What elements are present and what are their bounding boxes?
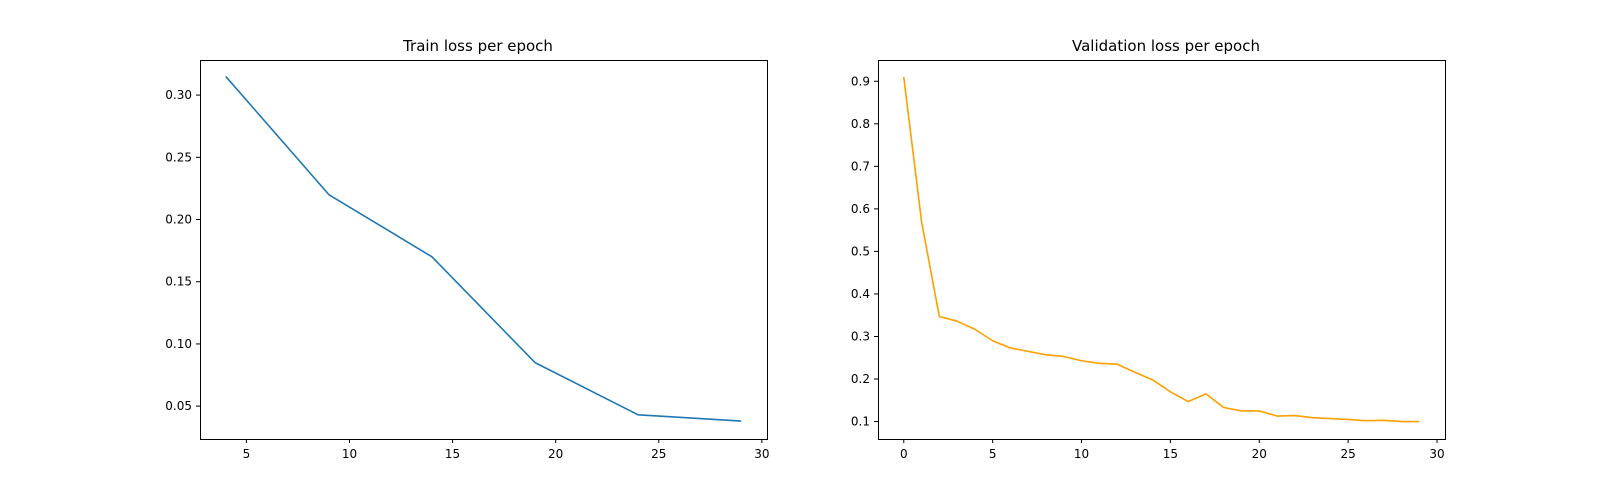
validation-loss-y-tick-label: 0.5 [851, 244, 870, 258]
validation-loss-axes-frame [878, 60, 1446, 440]
train-loss-title: Train loss per epoch [402, 37, 553, 55]
validation-loss-y-axis: 0.1 0.2 0.3 0.4 0.5 0.6 0.7 0.8 0.9 [851, 74, 878, 429]
train-loss-y-tick-label: 0.20 [165, 213, 192, 227]
validation-loss-x-tick-label: 15 [1163, 447, 1178, 461]
train-loss-x-tick-label: 20 [548, 447, 563, 461]
validation-loss-y-tick-label: 0.3 [851, 329, 870, 343]
train-loss-y-tick-label: 0.10 [165, 337, 192, 351]
train-loss-x-tick-label: 25 [651, 447, 666, 461]
validation-loss-x-tick-label: 10 [1074, 447, 1089, 461]
train-loss-y-tick-label: 0.30 [165, 88, 192, 102]
validation-loss-x-tick-label: 20 [1252, 447, 1267, 461]
train-loss-chart: Train loss per epoch 5 10 15 20 25 30 0.05 0.1… [165, 37, 769, 461]
validation-loss-x-tick-label: 5 [989, 447, 997, 461]
train-loss-y-axis: 0.05 0.10 0.15 0.20 0.25 0.30 [165, 88, 200, 413]
validation-loss-y-tick-label: 0.7 [851, 159, 870, 173]
train-loss-y-tick-label: 0.15 [165, 275, 192, 289]
validation-loss-y-tick-label: 0.8 [851, 117, 870, 131]
train-loss-axes-frame [200, 60, 768, 440]
validation-loss-y-tick-label: 0.1 [851, 415, 870, 429]
train-loss-x-tick-label: 15 [445, 447, 460, 461]
train-loss-x-axis: 5 10 15 20 25 30 [243, 439, 769, 461]
validation-loss-y-tick-label: 0.2 [851, 372, 870, 386]
validation-loss-chart: Validation loss per epoch 0 5 10 15 20 25 30 0… [851, 37, 1446, 461]
validation-loss-y-tick-label: 0.4 [851, 287, 870, 301]
train-loss-x-tick-label: 5 [243, 447, 251, 461]
train-loss-x-tick-label: 10 [342, 447, 357, 461]
validation-loss-series-line [902, 76, 1420, 423]
train-loss-series [225, 75, 742, 422]
validation-loss-x-tick-label: 0 [900, 447, 908, 461]
train-loss-y-tick-label: 0.25 [165, 150, 192, 164]
validation-loss-x-tick-label: 25 [1340, 447, 1355, 461]
validation-loss-y-tick-label: 0.6 [851, 202, 870, 216]
validation-loss-series [902, 76, 1420, 423]
train-loss-y-tick-label: 0.05 [165, 399, 192, 413]
validation-loss-x-tick-label: 30 [1429, 447, 1444, 461]
validation-loss-x-axis: 0 5 10 15 20 25 30 [900, 439, 1445, 461]
train-loss-series-line [225, 75, 742, 422]
validation-loss-y-tick-label: 0.9 [851, 74, 870, 88]
train-loss-x-tick-label: 30 [754, 447, 769, 461]
validation-loss-title: Validation loss per epoch [1072, 37, 1260, 55]
